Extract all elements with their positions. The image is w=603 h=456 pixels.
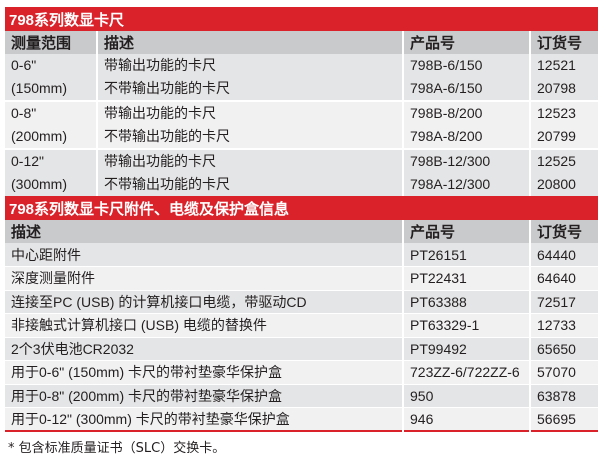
part-cell: 798B-8/200 798A-8/200 — [402, 101, 530, 150]
desc-cell: 带输出功能的卡尺 不带输出功能的卡尺 — [96, 101, 403, 150]
order-cell: 12523 20799 — [528, 101, 599, 150]
order-cell: 64640 — [528, 266, 599, 291]
desc-text: 不带输出功能的卡尺 — [104, 80, 230, 96]
order-cell: 63878 — [528, 384, 599, 408]
desc-cell: 连接至PC (USB) 的计算机接口电缆，带驱动CD — [5, 290, 403, 314]
order-cell: 65650 — [528, 337, 599, 361]
desc-text: 不带输出功能的卡尺 — [104, 176, 230, 192]
table-row: 用于0-8" (200mm) 卡尺的带衬垫豪华保护盒 950 63878 — [5, 384, 599, 408]
part-cell: PT26151 — [402, 243, 530, 267]
header-desc: 描述 — [96, 31, 403, 54]
part-text: 798A-12/300 — [410, 176, 491, 192]
desc-text: 带输出功能的卡尺 — [104, 57, 216, 73]
range-cell: 0-12" (300mm) — [5, 149, 97, 198]
accessory-table: 798系列数显卡尺附件、电缆及保护盒信息 描述 产品号 订货号 中心距附件 PT2… — [5, 196, 599, 432]
part-cell: 798B-6/150 798A-6/150 — [402, 54, 530, 102]
part-text: 798A-6/150 — [410, 80, 483, 96]
range-inch: 0-12" — [11, 153, 44, 169]
part-text: 798B-8/200 — [410, 105, 483, 121]
part-cell: PT63388 — [402, 290, 530, 314]
table-row: 用于0-6" (150mm) 卡尺的带衬垫豪华保护盒 723ZZ-6/722ZZ-… — [5, 360, 599, 385]
table-title: 798系列数显卡尺附件、电缆及保护盒信息 — [5, 196, 599, 220]
order-text: 12523 — [537, 105, 576, 121]
table-row: 0-8" (200mm) 带输出功能的卡尺 不带输出功能的卡尺 798B-8/200 79… — [5, 101, 599, 150]
desc-cell: 中心距附件 — [5, 243, 403, 267]
range-inch: 0-6" — [11, 57, 37, 73]
table-row: 用于0-12" (300mm) 卡尺的带衬垫豪华保护盒 946 56695 — [5, 407, 599, 432]
order-text: 12525 — [537, 153, 576, 169]
order-text: 20798 — [537, 80, 576, 96]
range-mm: (200mm) — [11, 128, 68, 144]
part-cell: 946 — [402, 407, 530, 432]
header-desc: 描述 — [5, 220, 403, 243]
part-cell: 950 — [402, 384, 530, 408]
desc-cell: 带输出功能的卡尺 不带输出功能的卡尺 — [96, 149, 403, 198]
table-row: 2个3伏电池CR2032 PT99492 65650 — [5, 337, 599, 361]
range-mm: (300mm) — [11, 176, 68, 192]
table-row: 中心距附件 PT26151 64440 — [5, 243, 599, 267]
order-text: 20799 — [537, 128, 576, 144]
order-cell: 12733 — [528, 313, 599, 338]
desc-cell: 用于0-8" (200mm) 卡尺的带衬垫豪华保护盒 — [5, 384, 403, 408]
part-cell: 798B-12/300 798A-12/300 — [402, 149, 530, 198]
order-cell: 57070 — [528, 360, 599, 385]
part-cell: PT63329-1 — [402, 313, 530, 338]
desc-text: 不带输出功能的卡尺 — [104, 128, 230, 144]
desc-cell: 带输出功能的卡尺 不带输出功能的卡尺 — [96, 54, 403, 102]
desc-text: 带输出功能的卡尺 — [104, 105, 216, 121]
desc-cell: 2个3伏电池CR2032 — [5, 337, 403, 361]
part-text: 798A-8/200 — [410, 128, 483, 144]
header-part: 产品号 — [402, 31, 530, 54]
caliper-table: 798系列数显卡尺 测量范围 描述 产品号 订货号 0-6" (150mm) 带输出… — [5, 7, 599, 198]
order-text: 20800 — [537, 176, 576, 192]
header-range: 测量范围 — [5, 31, 97, 54]
range-cell: 0-8" (200mm) — [5, 101, 97, 150]
order-cell: 56695 — [528, 407, 599, 432]
part-text: 798B-12/300 — [410, 153, 491, 169]
part-text: 798B-6/150 — [410, 57, 483, 73]
part-cell: PT99492 — [402, 337, 530, 361]
desc-text: 带输出功能的卡尺 — [104, 153, 216, 169]
order-cell: 64440 — [528, 243, 599, 267]
desc-cell: 用于0-12" (300mm) 卡尺的带衬垫豪华保护盒 — [5, 407, 403, 432]
header-order: 订货号 — [528, 31, 599, 54]
desc-cell: 非接触式计算机接口 (USB) 电缆的替换件 — [5, 313, 403, 338]
table-title: 798系列数显卡尺 — [5, 7, 599, 31]
header-order: 订货号 — [528, 220, 599, 243]
table-row: 连接至PC (USB) 的计算机接口电缆，带驱动CD PT63388 72517 — [5, 290, 599, 314]
range-inch: 0-8" — [11, 105, 37, 121]
table-row: 0-6" (150mm) 带输出功能的卡尺 不带输出功能的卡尺 798B-6/150 79… — [5, 54, 599, 102]
range-cell: 0-6" (150mm) — [5, 54, 97, 102]
order-cell: 72517 — [528, 290, 599, 314]
part-cell: PT22431 — [402, 266, 530, 291]
footnote: * 包含标准质量证书（SLC）交换卡。 — [8, 441, 226, 456]
order-text: 12521 — [537, 57, 576, 73]
order-cell: 12521 20798 — [528, 54, 599, 102]
range-mm: (150mm) — [11, 80, 68, 96]
part-cell: 723ZZ-6/722ZZ-6 — [402, 360, 530, 385]
desc-cell: 用于0-6" (150mm) 卡尺的带衬垫豪华保护盒 — [5, 360, 403, 385]
table-row: 非接触式计算机接口 (USB) 电缆的替换件 PT63329-1 12733 — [5, 313, 599, 338]
table-row: 深度测量附件 PT22431 64640 — [5, 266, 599, 291]
order-cell: 12525 20800 — [528, 149, 599, 198]
header-part: 产品号 — [402, 220, 530, 243]
desc-cell: 深度测量附件 — [5, 266, 403, 291]
table-row: 0-12" (300mm) 带输出功能的卡尺 不带输出功能的卡尺 798B-12/300… — [5, 149, 599, 198]
